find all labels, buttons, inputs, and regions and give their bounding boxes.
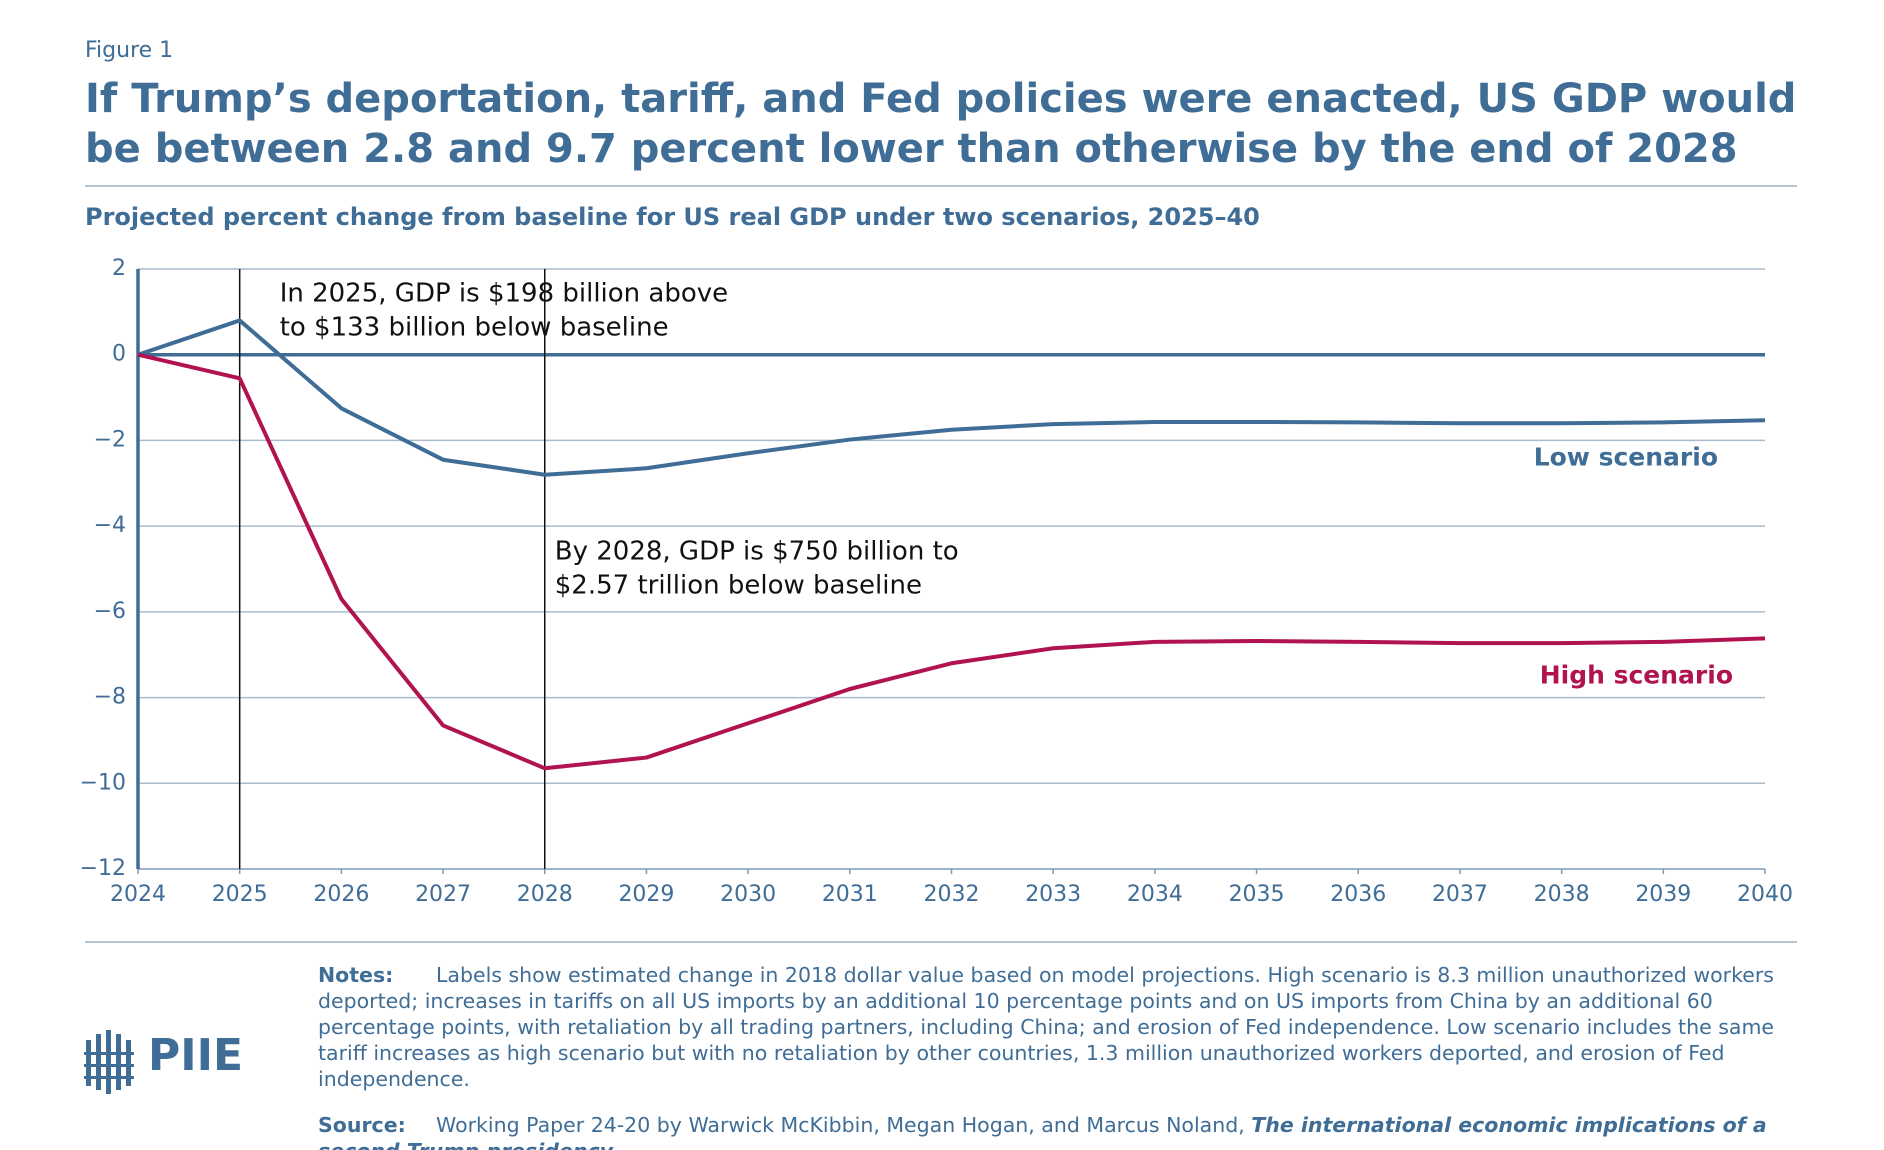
x-tick-label: 2029: [618, 882, 674, 907]
x-tick-label: 2035: [1229, 882, 1285, 907]
rule: [85, 185, 1797, 187]
y-tick-label: −2: [94, 427, 126, 452]
annotation: $2.57 trillion below baseline: [555, 571, 922, 601]
annotation: In 2025, GDP is $198 billion above: [280, 279, 728, 309]
y-tick-label: 0: [112, 342, 126, 367]
x-tick-label: 2037: [1432, 882, 1488, 907]
x-tick-label: 2034: [1127, 882, 1183, 907]
x-tick-label: 2032: [924, 882, 980, 907]
x-tick-label: 2040: [1737, 882, 1793, 907]
source-title: The international economic implications …: [318, 1113, 1767, 1150]
x-tick-label: 2026: [313, 882, 369, 907]
series-line: [137, 318, 1766, 477]
series-line: [137, 352, 1766, 771]
annotation: to $133 billion below baseline: [280, 313, 669, 343]
y-tick-label: −10: [80, 770, 126, 795]
source-label: Source:: [318, 1113, 406, 1137]
y-tick-label: −6: [94, 599, 126, 624]
x-tick-label: 2038: [1534, 882, 1590, 907]
figure-label: Figure 1: [85, 38, 174, 63]
x-tick-label: 2036: [1330, 882, 1386, 907]
x-tick-label: 2028: [517, 882, 573, 907]
x-tick-label: 2031: [822, 882, 878, 907]
source: Source: Working Paper 24-20 by Warwick Mc…: [318, 1112, 1788, 1150]
logo: PIIE: [148, 1030, 244, 1081]
y-tick-label: −8: [94, 685, 126, 710]
y-tick-label: 2: [112, 256, 126, 281]
x-tick-label: 2033: [1025, 882, 1081, 907]
annotation: By 2028, GDP is $750 billion to: [555, 537, 959, 567]
subtitle: Projected percent change from baseline f…: [85, 203, 1260, 231]
series-label: Low scenario: [1534, 442, 1718, 471]
x-tick-label: 2025: [212, 882, 268, 907]
x-tick-label: 2030: [720, 882, 776, 907]
x-tick-label: 2039: [1635, 882, 1691, 907]
notes: Notes: Labels show estimated change in 20…: [318, 962, 1788, 1092]
x-tick-label: 2024: [110, 882, 166, 907]
series-label: High scenario: [1540, 660, 1733, 689]
notes-text: Labels show estimated change in 2018 dol…: [318, 963, 1775, 1091]
source-text: Working Paper 24-20 by Warwick McKibbin,…: [436, 1113, 1245, 1137]
notes-label: Notes:: [318, 963, 394, 987]
rule: [85, 941, 1797, 943]
headline: If Trump’s deportation, tariff, and Fed …: [85, 76, 1797, 172]
logo-icon: [84, 1030, 134, 1094]
x-tick-label: 2027: [415, 882, 471, 907]
y-tick-label: −12: [80, 856, 126, 881]
y-tick-label: −4: [94, 513, 126, 538]
